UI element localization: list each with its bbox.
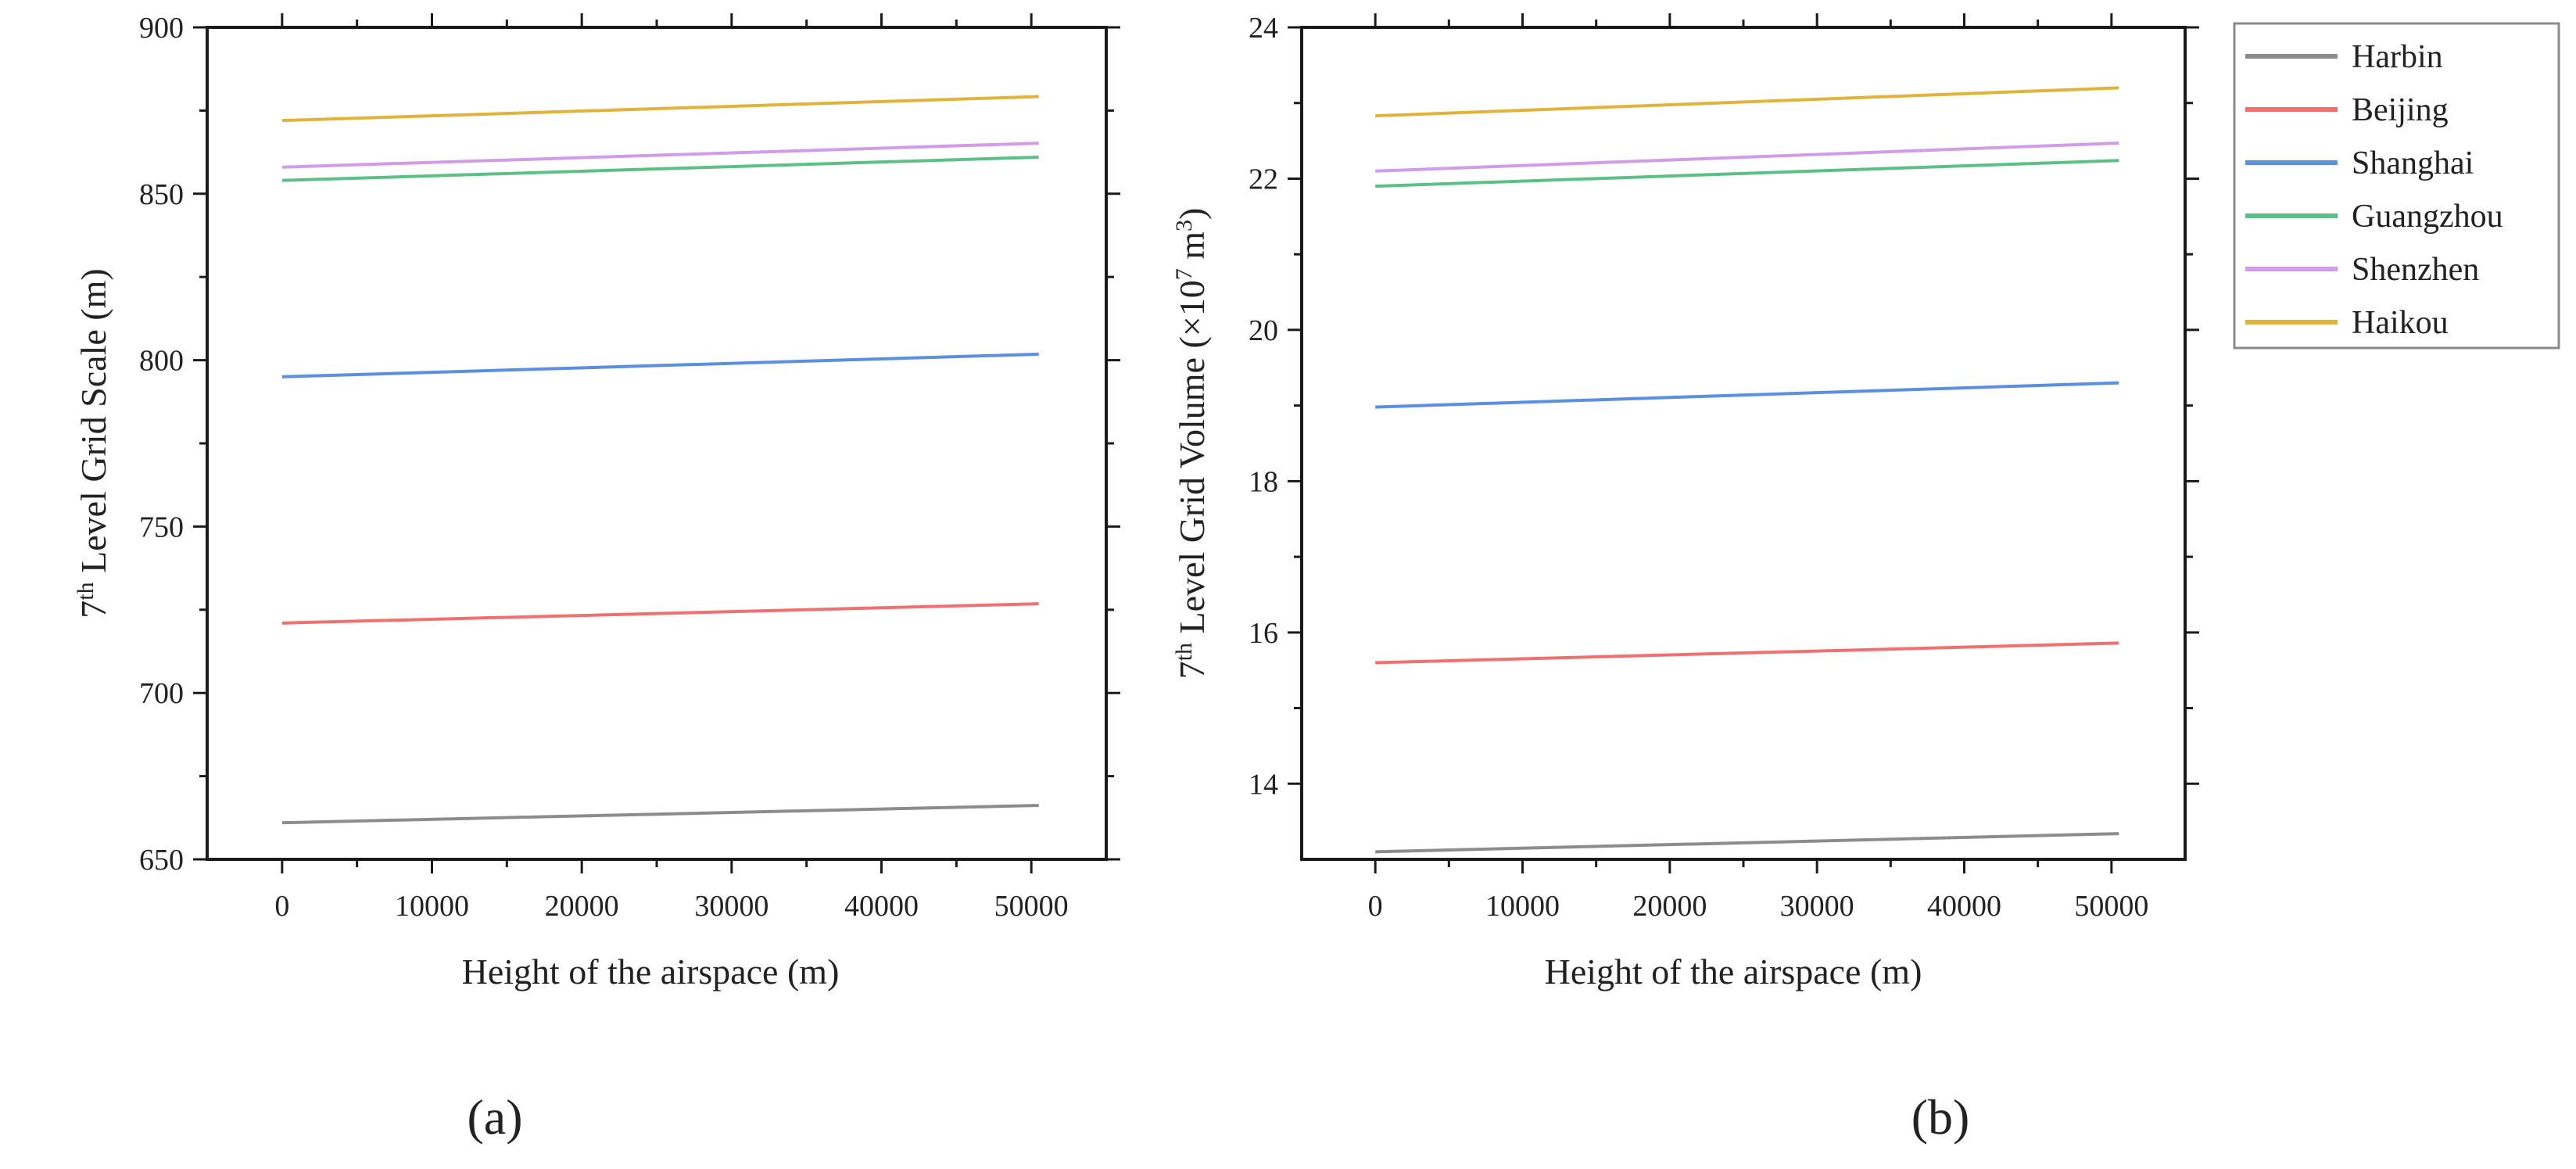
chart-b-y-axis-title: 7th Level Grid Volume (×107 m3) [1171, 208, 1212, 680]
chart-b-x-tick-label: 30000 [1780, 890, 1854, 923]
chart-b-x-tick-label: 10000 [1485, 890, 1560, 923]
legend-box [2233, 22, 2560, 350]
chart-a-y-axis-title: 7th Level Grid Scale (m) [73, 268, 113, 618]
chart-a-scale: 0 10000 20000 30000 40000 50000 650 700 750 800 85… [73, 12, 1120, 991]
chart-b-volume: 0 10000 20000 30000 40000 50000 14 16 18 20 22 24 H… [1171, 12, 2199, 991]
legend-label-guangzhou: Guangzhou [2352, 199, 2503, 235]
chart-b-series-shenzhen [1375, 141, 2119, 173]
chart-b-y-tick-label: 18 [1249, 465, 1278, 498]
chart-b-y-tick-label: 20 [1249, 314, 1278, 347]
legend: Harbin Beijing Shanghai Guangzhou Shenzhen Ha… [2233, 22, 2560, 350]
chart-b-axes [1300, 26, 2187, 861]
chart-a-plot-frame [206, 26, 1108, 861]
legend-items: Harbin Beijing Shanghai Guangzhou Shenzhen Ha… [2245, 39, 2503, 341]
chart-b-series-haikou [1375, 86, 2119, 118]
chart-a-x-tick-label: 40000 [844, 890, 919, 923]
chart-a-series-shanghai [281, 352, 1039, 378]
chart-a-axes [206, 26, 1108, 861]
chart-a-series-beijing [281, 602, 1039, 625]
legend-label-shenzhen: Shenzhen [2352, 252, 2479, 288]
chart-b-y-tick-label: 16 [1249, 617, 1278, 650]
chart-a-y-title-prefix: 7 [73, 601, 113, 619]
chart-b-series [1375, 86, 2119, 854]
chart-a-y-title-sup: th [73, 582, 99, 600]
chart-a-y-tick-label: 850 [139, 178, 184, 211]
chart-b-y-title-suffix2: m [1172, 231, 1212, 269]
chart-b-series-guangzhou [1375, 159, 2119, 188]
chart-a-y-tick-label: 700 [139, 677, 184, 710]
chart-a-y-tick-label: 650 [139, 844, 184, 877]
chart-a-x-axis-title: Height of the airspace (m) [462, 952, 840, 991]
chart-b-y-title-suffix3: ) [1172, 208, 1212, 220]
chart-a-x-tick-label: 0 [274, 890, 289, 923]
chart-b-y-tick-label: 24 [1249, 12, 1278, 45]
chart-a-series-harbin [281, 804, 1039, 825]
chart-a-series-shenzhen [281, 142, 1039, 169]
legend-label-shanghai: Shanghai [2352, 145, 2474, 181]
chart-b-x-tick-label: 40000 [1927, 890, 2001, 923]
chart-b-y-title-prefix: 7 [1172, 661, 1212, 679]
chart-a-x-tick-label: 30000 [694, 890, 769, 923]
chart-b-y-title-sup3: 3 [1171, 220, 1197, 231]
chart-b-y-title-sup: th [1171, 643, 1197, 661]
chart-b-x-tick-label: 20000 [1632, 890, 1707, 923]
chart-a-ticks: 0 10000 20000 30000 40000 50000 650 700 750 800 85… [139, 12, 1120, 923]
chart-b-y-tick-label: 22 [1249, 163, 1278, 195]
chart-b-series-harbin [1375, 832, 2119, 854]
panel-label-a: (a) [467, 1089, 522, 1145]
chart-b-x-tick-label: 50000 [2074, 890, 2148, 923]
chart-b-x-tick-label: 0 [1368, 890, 1383, 923]
chart-b-y-title-sup2: 7 [1171, 268, 1197, 280]
legend-label-haikou: Haikou [2352, 305, 2449, 341]
panel-label-b: (b) [1911, 1089, 1970, 1145]
chart-a-series-haikou [281, 95, 1039, 123]
chart-a-x-tick-label: 10000 [395, 890, 469, 923]
chart-a-y-title-suffix: Level Grid Scale (m) [73, 268, 113, 582]
chart-b-y-tick-label: 14 [1249, 768, 1278, 801]
legend-label-harbin: Harbin [2352, 39, 2443, 75]
chart-b-series-beijing [1375, 641, 2119, 665]
chart-b-x-axis-title: Height of the airspace (m) [1545, 952, 1922, 991]
chart-b-series-shanghai [1375, 381, 2119, 409]
chart-a-y-tick-label: 800 [139, 345, 184, 378]
chart-a-x-tick-label: 50000 [994, 890, 1069, 923]
chart-b-plot-frame [1300, 26, 2187, 861]
legend-label-beijing: Beijing [2352, 92, 2449, 128]
chart-a-series-guangzhou [281, 155, 1039, 182]
chart-a-y-tick-label: 750 [139, 511, 184, 543]
chart-a-x-tick-label: 20000 [545, 890, 619, 923]
chart-b-y-title-suffix: Level Grid Volume (×10 [1172, 280, 1212, 643]
chart-a-series [281, 95, 1039, 825]
chart-a-y-tick-label: 900 [139, 12, 184, 45]
chart-b-ticks: 0 10000 20000 30000 40000 50000 14 16 18 20 22 24 [1249, 12, 2199, 923]
